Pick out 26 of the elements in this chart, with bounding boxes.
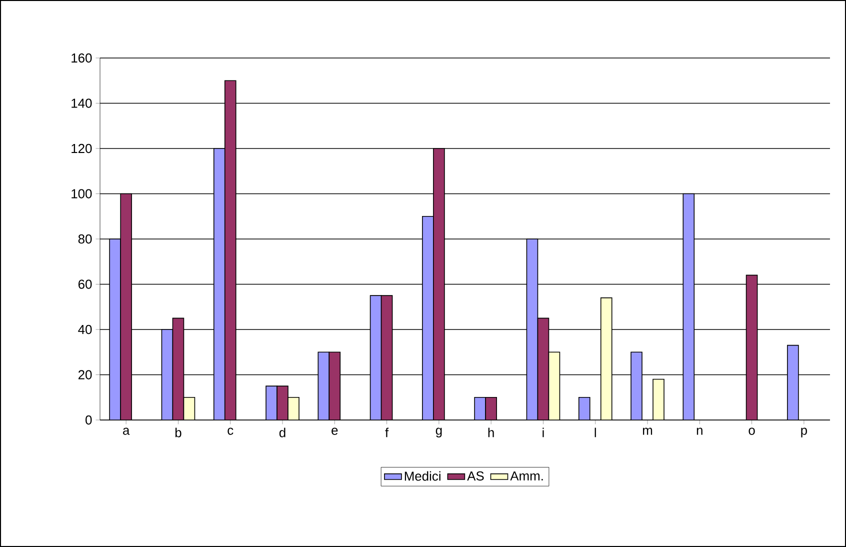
- y-tick-label: 100: [72, 189, 92, 198]
- x-tick-label: f: [385, 428, 389, 438]
- x-tick-label: m: [642, 428, 652, 435]
- y-tick-label: 0: [86, 415, 92, 425]
- x-tick-label: g: [436, 428, 442, 438]
- x-tick-label: b: [175, 428, 182, 438]
- x-tick-label: d: [279, 428, 286, 438]
- y-tick-label: 140: [72, 98, 92, 108]
- x-tick-label: c: [228, 428, 234, 435]
- x-tick-label: l: [594, 428, 596, 438]
- x-tick-label: e: [332, 428, 338, 435]
- y-tick-label: 20: [78, 370, 92, 380]
- y-tick-label: 60: [78, 280, 92, 289]
- legend-label: Amm.: [510, 471, 543, 480]
- legend-label: Medici: [404, 471, 440, 481]
- y-tick-label: 40: [78, 324, 92, 334]
- y-tick-label: 120: [72, 144, 92, 154]
- x-tick-label: o: [748, 428, 755, 435]
- x-tick-label: a: [123, 428, 130, 435]
- y-tick-label: 160: [72, 53, 92, 63]
- legend-label: AS: [467, 471, 484, 481]
- y-tick-label: 80: [78, 234, 92, 244]
- x-tick-label: p: [801, 428, 807, 438]
- x-tick-label: h: [488, 428, 494, 438]
- x-tick-label: i: [542, 428, 544, 438]
- x-tick-label: n: [696, 428, 702, 435]
